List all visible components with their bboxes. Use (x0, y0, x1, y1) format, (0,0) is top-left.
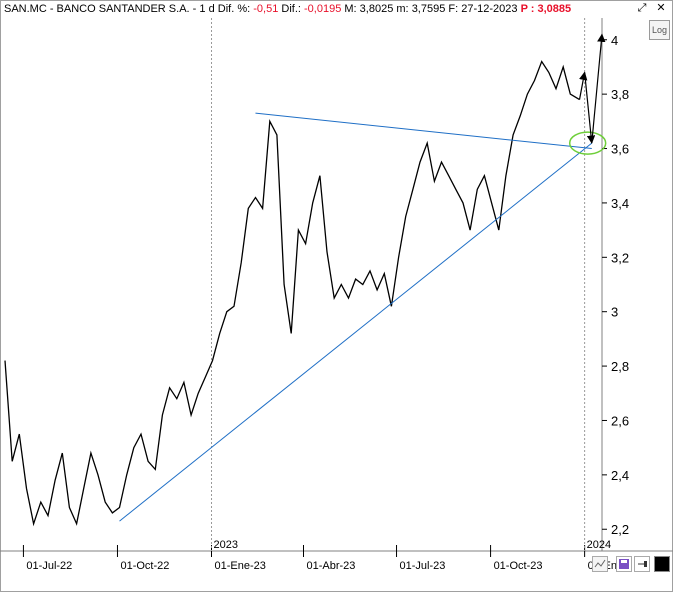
year-label: 2024 (587, 539, 611, 551)
background-color-icon[interactable] (654, 556, 670, 572)
trendline (255, 112, 592, 150)
dif-value: -0,0195 (304, 3, 342, 15)
close-icon[interactable]: ✕ (656, 2, 666, 14)
y-tick-label: 3,6 (611, 142, 629, 157)
log-scale-button[interactable]: Log (649, 20, 670, 40)
header-separator: - (192, 3, 197, 15)
price-value: P : 3,0885 (520, 3, 572, 15)
price-series-line (4, 60, 580, 527)
date-label: F: (448, 3, 459, 15)
projection-arrow (584, 72, 596, 144)
y-tick-label: 2,2 (611, 522, 629, 537)
save-icon[interactable] (616, 556, 632, 572)
pin-icon[interactable] (634, 556, 650, 572)
date-value: 27-12-2023 (461, 3, 518, 15)
x-tick-label: 01-Jul-22 (26, 560, 72, 572)
y-tick-label: 3 (611, 305, 618, 320)
x-tick-label: 01-Ene-23 (215, 560, 266, 572)
x-tick-label: 01-Abr-23 (307, 560, 356, 572)
x-tick-label: 01-Oct-22 (120, 560, 169, 572)
symbol-name: SAN.MC - BANCO SANTANDER S.A. (4, 3, 190, 15)
x-tick-label: 01-Oct-23 (494, 560, 543, 572)
dif-pct-value: -0,51 (253, 3, 279, 15)
projection-arrow (578, 71, 588, 100)
min-label: m: (396, 3, 409, 15)
period-label: 1 d (199, 3, 215, 15)
chart-type-icon[interactable] (592, 556, 608, 572)
y-tick-label: 3,2 (611, 250, 629, 265)
chart-header: SAN.MC - BANCO SANTANDER S.A. - 1 d Dif.… (4, 3, 571, 17)
y-tick-label: 2,4 (611, 468, 629, 483)
y-tick-label: 2,8 (611, 359, 629, 374)
restore-icon[interactable]: ⤢ (637, 2, 647, 14)
y-tick-label: 2,6 (611, 413, 629, 428)
x-tick-label: 01-Jul-23 (400, 560, 446, 572)
y-tick-label: 4 (611, 33, 618, 48)
y-tick-label: 3,4 (611, 196, 629, 211)
y-tick-label: 3,8 (611, 87, 629, 102)
projection-arrow (591, 33, 606, 144)
dif-label: Dif.: (281, 3, 301, 15)
min-value: 3,7595 (411, 3, 446, 15)
dif-pct-label: Dif. %: (217, 3, 251, 15)
highlight-ellipse (568, 131, 607, 155)
year-label: 2023 (214, 539, 238, 551)
trendline (119, 142, 593, 522)
max-label: M: (344, 3, 357, 15)
max-value: 3,8025 (359, 3, 394, 15)
